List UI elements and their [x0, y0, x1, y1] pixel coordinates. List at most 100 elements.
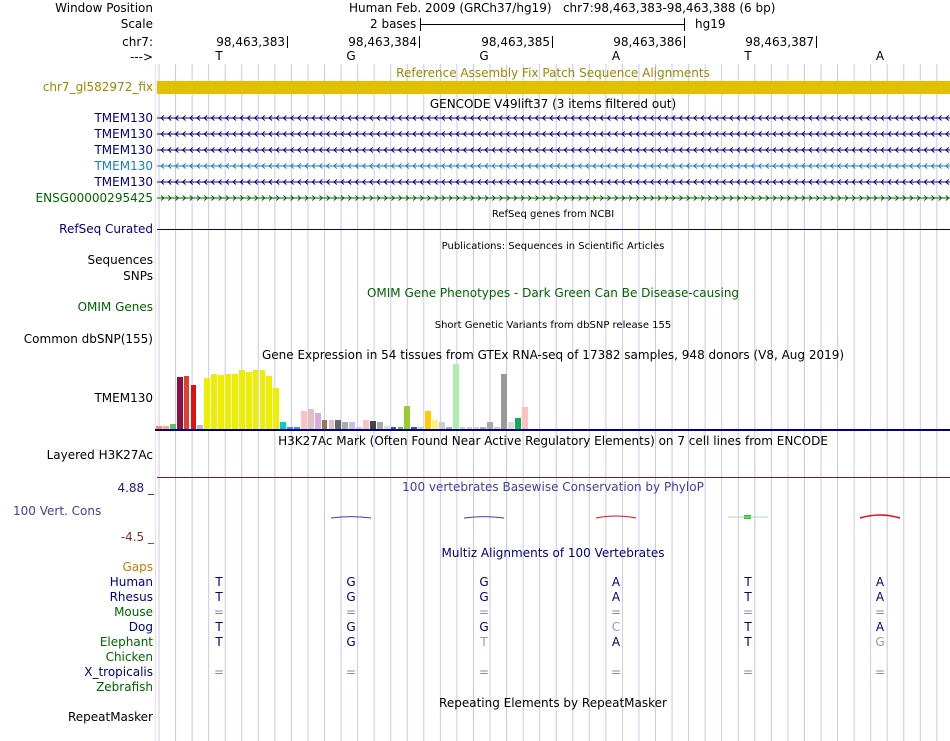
gtex-bar[interactable]: [514, 418, 521, 429]
species-label[interactable]: Zebrafish: [96, 680, 153, 694]
conservation-title[interactable]: 100 vertebrates Basewise Conservation by…: [402, 480, 704, 494]
gtex-bar[interactable]: [432, 419, 438, 429]
gtex-bar[interactable]: [356, 427, 362, 429]
gtex-label[interactable]: TMEM130: [94, 391, 153, 405]
gtex-bar[interactable]: [294, 427, 300, 429]
gencode-item-label[interactable]: TMEM130: [94, 127, 153, 141]
gencode-item-label[interactable]: TMEM130: [94, 111, 153, 125]
gencode-item-label[interactable]: TMEM130: [94, 175, 153, 189]
gtex-title[interactable]: Gene Expression in 54 tissues from GTEx …: [261, 348, 845, 362]
gtex-bar[interactable]: [459, 427, 466, 429]
gtex-bar[interactable]: [314, 413, 321, 429]
gtex-bar[interactable]: [349, 422, 356, 429]
gtex-bar[interactable]: [231, 374, 238, 429]
browser-image[interactable]: [155, 0, 950, 741]
gtex-bar[interactable]: [162, 426, 169, 429]
gtex-bar[interactable]: [501, 373, 507, 429]
refseq-label[interactable]: RefSeq Curated: [59, 222, 153, 236]
gtex-bar[interactable]: [376, 422, 383, 429]
gtex-bar[interactable]: [411, 427, 418, 429]
gtex-bar[interactable]: [425, 410, 431, 429]
gtex-bar[interactable]: [480, 427, 487, 429]
species-label[interactable]: Chicken: [105, 650, 153, 664]
gtex-bar[interactable]: [197, 425, 204, 429]
gencode-strand-3[interactable]: [155, 145, 950, 155]
gtex-bar[interactable]: [390, 427, 397, 429]
gtex-bar[interactable]: [363, 420, 369, 429]
publications-snps-label[interactable]: SNPs: [123, 269, 153, 283]
gtex-bar[interactable]: [211, 374, 218, 429]
gtex-bar[interactable]: [452, 364, 459, 429]
gencode-item-label[interactable]: TMEM130: [94, 143, 153, 157]
repeatmasker-label[interactable]: RepeatMasker: [67, 710, 153, 724]
gtex-bar[interactable]: [156, 426, 162, 429]
gtex-bar[interactable]: [445, 427, 452, 429]
gencode-strand-5[interactable]: [155, 177, 950, 187]
gencode-item-label[interactable]: TMEM130: [94, 159, 153, 173]
gtex-bar[interactable]: [169, 423, 176, 429]
gencode-title[interactable]: GENCODE V49lift37 (3 items filtered out): [429, 97, 677, 111]
gtex-bar[interactable]: [438, 422, 445, 429]
dbsnp-title[interactable]: Short Genetic Variants from dbSNP releas…: [434, 320, 672, 331]
gtex-bar[interactable]: [190, 385, 197, 429]
gtex-bar[interactable]: [404, 405, 411, 429]
gtex-bar[interactable]: [487, 422, 494, 429]
gtex-bar[interactable]: [397, 427, 404, 429]
species-label[interactable]: Rhesus: [109, 590, 153, 604]
multiz-title[interactable]: Multiz Alignments of 100 Vertebrates: [441, 546, 665, 560]
gencode-strand-6[interactable]: [155, 193, 950, 203]
h3k27ac-label[interactable]: Layered H3K27Ac: [46, 448, 153, 462]
gencode-strand-2[interactable]: [155, 129, 950, 139]
gtex-bar[interactable]: [225, 373, 231, 429]
species-label[interactable]: Dog: [128, 620, 153, 634]
gtex-bar[interactable]: [521, 406, 528, 429]
gtex-bar[interactable]: [218, 374, 224, 429]
gtex-bar[interactable]: [252, 369, 259, 429]
gtex-bar[interactable]: [473, 427, 480, 429]
gaps-label[interactable]: Gaps: [122, 560, 153, 574]
species-label[interactable]: X_tropicalis: [84, 665, 153, 679]
gtex-bar-chart[interactable]: [155, 363, 535, 429]
conservation-graph[interactable]: [155, 488, 950, 543]
h3k27ac-baseline[interactable]: [157, 477, 950, 478]
gtex-bar[interactable]: [204, 377, 211, 429]
fix-patch-title[interactable]: Reference Assembly Fix Patch Sequence Al…: [396, 66, 710, 80]
gtex-bar[interactable]: [494, 427, 500, 429]
omim-label[interactable]: OMIM Genes: [77, 300, 153, 314]
gtex-bar[interactable]: [280, 422, 287, 429]
gtex-bar[interactable]: [383, 425, 390, 429]
gencode-strand-1[interactable]: [155, 113, 950, 123]
species-label[interactable]: Elephant: [99, 635, 153, 649]
gtex-bar[interactable]: [273, 388, 280, 429]
fix-patch-bar[interactable]: [157, 81, 950, 94]
gencode-item-label[interactable]: ENSG00000295425: [35, 191, 153, 205]
h3k27ac-title[interactable]: H3K27Ac Mark (Often Found Near Active Re…: [278, 434, 828, 448]
gtex-bar[interactable]: [342, 422, 349, 429]
gtex-bar[interactable]: [335, 420, 342, 429]
dbsnp-label[interactable]: Common dbSNP(155): [23, 332, 153, 346]
gtex-bar[interactable]: [287, 427, 293, 429]
gtex-bar[interactable]: [507, 422, 514, 429]
gtex-bar[interactable]: [369, 421, 376, 429]
gtex-bar[interactable]: [245, 372, 252, 429]
omim-title[interactable]: OMIM Gene Phenotypes - Dark Green Can Be…: [366, 286, 740, 300]
fix-patch-label[interactable]: chr7_gl582972_fix: [42, 80, 153, 94]
publications-sequences-label[interactable]: Sequences: [87, 253, 153, 267]
gtex-bar[interactable]: [300, 410, 307, 429]
gtex-bar[interactable]: [238, 369, 245, 429]
publications-title[interactable]: Publications: Sequences in Scientific Ar…: [441, 241, 665, 252]
species-label[interactable]: Human: [109, 575, 153, 589]
gtex-bar[interactable]: [176, 376, 183, 429]
refseq-line[interactable]: [157, 229, 950, 230]
gtex-bar[interactable]: [466, 427, 473, 429]
coordinate-ruler[interactable]: 98,463,383 98,463,384 98,463,385 98,463,386…: [0, 34, 950, 50]
conservation-label[interactable]: 100 Vert. Cons: [13, 504, 102, 518]
gencode-strand-4[interactable]: [155, 161, 950, 171]
gtex-bar[interactable]: [418, 427, 425, 429]
refseq-title[interactable]: RefSeq genes from NCBI: [491, 209, 615, 220]
gtex-bar[interactable]: [328, 420, 335, 429]
gtex-bar[interactable]: [259, 370, 266, 429]
repeatmasker-title[interactable]: Repeating Elements by RepeatMasker: [439, 696, 667, 710]
gtex-bar[interactable]: [183, 376, 190, 429]
gtex-bar[interactable]: [307, 408, 314, 429]
